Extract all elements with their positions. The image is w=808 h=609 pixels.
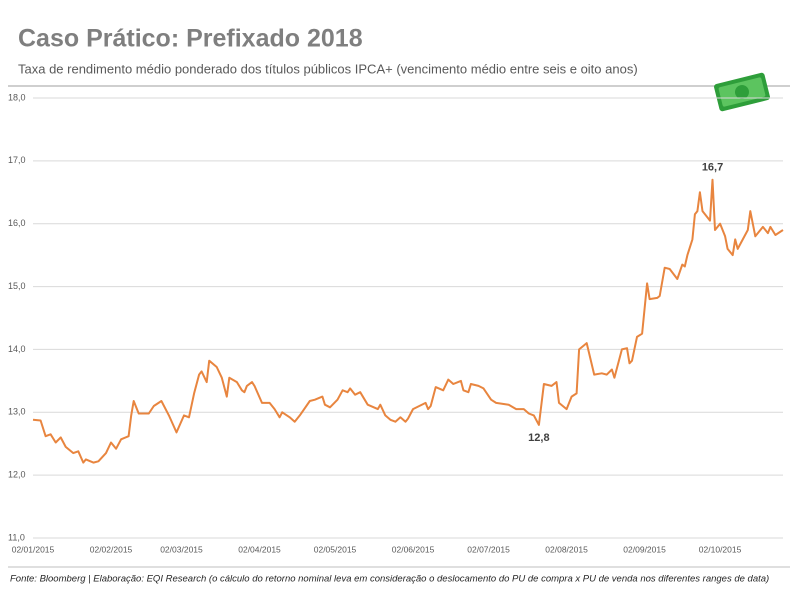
data-line (32, 178, 784, 464)
x-tick-label: 02/08/2015 (545, 544, 588, 554)
chart-subtitle: Taxa de rendimento médio ponderado dos t… (18, 61, 638, 76)
y-tick-label: 11,0 (8, 532, 25, 542)
y-tick-label: 12,0 (8, 470, 26, 480)
y-tick-label: 16,0 (8, 218, 26, 228)
x-tick-label: 02/02/2015 (90, 544, 133, 554)
money-icon (714, 72, 770, 112)
x-tick-label: 02/07/2015 (467, 544, 510, 554)
x-tick-label: 02/10/2015 (699, 544, 742, 554)
y-tick-label: 15,0 (8, 281, 26, 291)
x-tick-label: 02/05/2015 (314, 544, 357, 554)
x-tick-label: 02/04/2015 (238, 544, 281, 554)
annotation: 12,8 (528, 432, 549, 444)
y-tick-label: 18,0 (8, 92, 26, 102)
y-tick-label: 17,0 (8, 155, 26, 165)
x-tick-label: 02/09/2015 (623, 544, 666, 554)
annotation: 16,7 (702, 162, 723, 174)
x-tick-label: 02/03/2015 (160, 544, 203, 554)
x-tick-label: 02/01/2015 (12, 544, 55, 554)
y-tick-label: 14,0 (8, 344, 26, 354)
x-tick-label: 02/06/2015 (392, 544, 435, 554)
source-note: Fonte: Bloomberg | Elaboração: EQI Resea… (10, 574, 769, 585)
y-tick-label: 13,0 (8, 407, 26, 417)
chart-title: Caso Prático: Prefixado 2018 (18, 25, 363, 53)
